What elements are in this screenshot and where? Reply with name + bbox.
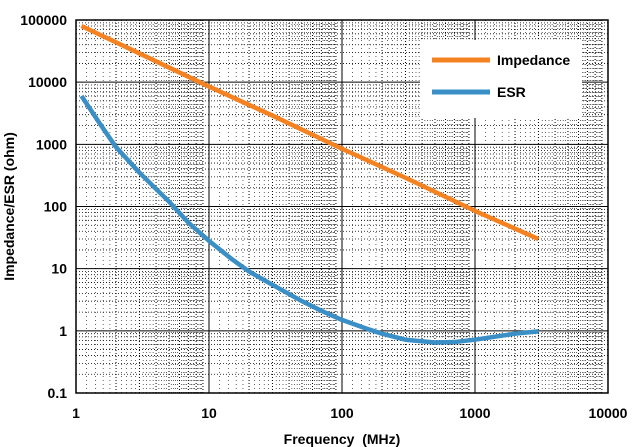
series-layer [79,23,540,345]
y-tick-label: 100000 [20,12,67,28]
legend-label-impedance: Impedance [497,52,570,68]
y-tick-labels: 0.1 1 10 100 1000 10000 100000 [20,12,67,401]
x-tick-label: 100 [330,405,354,421]
legend-label-esr: ESR [497,84,526,100]
plot-frame [75,19,609,394]
y-tick-label: 1 [59,323,67,339]
x-tick-labels: 1 10 100 1000 10000 [72,405,628,421]
x-axis-title: Frequency (MHz) [284,431,401,447]
x-tick-label: 10 [201,405,217,421]
series-line-esr [79,94,539,345]
y-axis-title: Impedance/ESR (ohm) [1,132,17,281]
y-tick-label: 10000 [28,74,67,90]
y-tick-label: 10 [51,261,67,277]
y-tick-label: 0.1 [48,385,68,401]
legend: Impedance ESR [420,40,582,118]
x-tick-label: 1 [72,405,80,421]
series-line-impedance [80,23,540,242]
y-tick-label: 100 [44,199,68,215]
x-tick-label: 1000 [459,405,490,421]
y-tick-label: 1000 [36,136,67,152]
legend-box [420,40,582,118]
x-tick-label: 10000 [589,405,628,421]
